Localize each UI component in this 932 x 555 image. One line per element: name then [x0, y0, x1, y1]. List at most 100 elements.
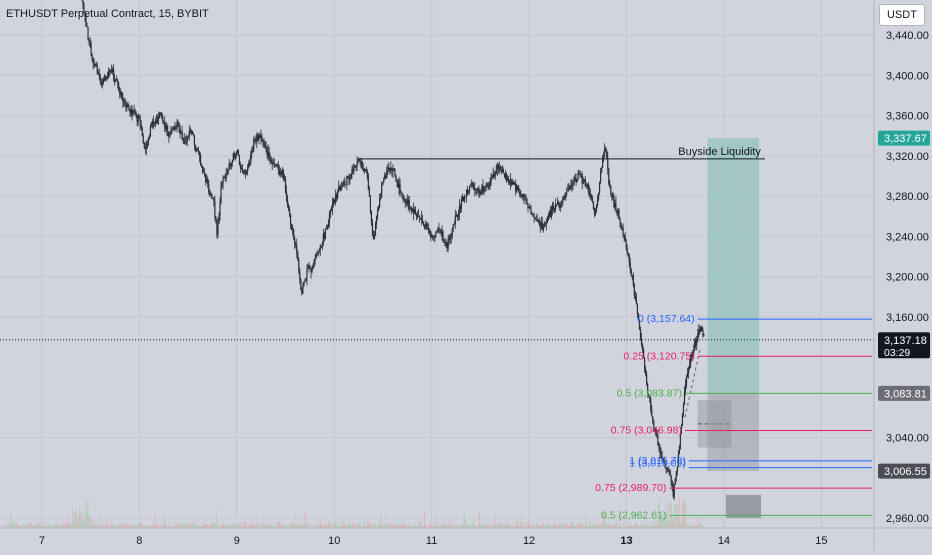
candle-body — [365, 169, 367, 172]
candle-body — [165, 125, 167, 129]
candle-body — [649, 396, 651, 399]
volume-bar — [326, 525, 328, 528]
candle-body — [565, 192, 567, 199]
candle-body — [567, 189, 569, 191]
candle-body — [128, 106, 130, 110]
volume-bar — [366, 522, 368, 528]
volume-bar — [203, 526, 204, 528]
price-label-entry: 3,083.81 — [884, 388, 927, 400]
candle-body — [274, 164, 276, 167]
candle-body — [586, 184, 588, 186]
volume-bar — [471, 523, 473, 528]
volume-bar — [116, 524, 118, 528]
candle-body — [682, 404, 685, 415]
volume-bar — [342, 522, 344, 528]
volume-bar — [590, 522, 591, 528]
candle-body — [331, 203, 334, 208]
candle-body — [694, 339, 696, 351]
volume-bar — [328, 521, 330, 528]
volume-bar — [225, 523, 227, 528]
candle-body — [358, 159, 360, 161]
volume-bar — [448, 526, 450, 528]
candle-body — [670, 475, 672, 482]
volume-bar — [171, 525, 173, 528]
candle-body — [662, 458, 664, 460]
volume-bar — [87, 500, 89, 528]
candle-body — [470, 185, 472, 187]
y-tick-label: 3,440.00 — [886, 30, 929, 42]
candle-body — [436, 231, 438, 233]
candle-body — [587, 184, 589, 192]
candle-body — [96, 64, 98, 74]
candle-body — [432, 235, 434, 238]
volume-bar — [643, 517, 645, 528]
volume-bar — [523, 523, 525, 528]
candle-body — [513, 182, 515, 184]
volume-bar — [20, 526, 22, 528]
volume-bar — [576, 526, 577, 528]
candle-body — [229, 163, 231, 167]
candle-body — [386, 170, 388, 179]
volume-bar — [601, 524, 603, 528]
volume-bar — [655, 523, 657, 528]
candle-body — [456, 214, 458, 217]
candle-body — [409, 207, 411, 209]
volume-bar — [503, 524, 505, 528]
candle-body — [226, 172, 228, 174]
volume-bar — [456, 524, 458, 528]
volume-bar — [267, 525, 269, 528]
candle-body — [440, 230, 442, 234]
candle-body — [283, 178, 286, 180]
candle-body — [450, 235, 452, 237]
candle-body — [148, 135, 151, 138]
candle-body — [683, 391, 686, 405]
candle-body — [605, 147, 607, 150]
volume-bar — [349, 523, 351, 528]
volume-bar — [218, 523, 220, 528]
candle-body — [684, 384, 687, 392]
volume-bar — [365, 525, 367, 528]
volume-bar — [227, 524, 229, 528]
candle-body — [308, 265, 310, 269]
candle-body — [485, 184, 487, 189]
candle-body — [357, 160, 359, 162]
candle-body — [477, 187, 479, 191]
candle-body — [345, 184, 347, 186]
candle-body — [376, 210, 379, 217]
volume-bar — [62, 524, 64, 528]
candle-body — [441, 231, 443, 234]
candle-body — [405, 200, 407, 204]
candle-body — [503, 173, 506, 178]
candle-body — [619, 218, 621, 223]
volume-bar — [324, 523, 326, 528]
fib-level-label: 1 (3,016.78) — [629, 455, 686, 467]
volume-bar — [60, 523, 62, 528]
volume-bar — [201, 524, 203, 528]
candle-body — [435, 232, 437, 237]
candle-body — [643, 358, 646, 369]
candle-body — [213, 198, 215, 202]
zone-layer — [684, 138, 761, 518]
volume-bar — [469, 522, 471, 528]
candle-body — [239, 165, 242, 169]
volume-bar — [459, 526, 461, 528]
candle-body — [663, 458, 665, 463]
volume-bar — [110, 522, 112, 528]
volume-bar — [659, 498, 660, 528]
volume-bar — [211, 523, 213, 528]
symbol-title: ETHUSDT Perpetual Contract, 15, BYBIT — [6, 8, 209, 20]
candle-body — [483, 190, 485, 193]
volume-bar — [332, 526, 334, 528]
volume-bar — [439, 526, 441, 528]
volume-bar — [194, 524, 196, 528]
candle-body — [628, 253, 630, 263]
volume-bar — [95, 525, 97, 528]
candle-body — [188, 130, 190, 136]
candle-body — [387, 167, 389, 171]
fib-level-label: 0.5 (3,083.87) — [617, 387, 682, 399]
candle-body — [562, 198, 564, 204]
volume-bar — [595, 522, 597, 528]
currency-button[interactable]: USDT — [879, 4, 925, 26]
candle-body — [428, 228, 430, 233]
